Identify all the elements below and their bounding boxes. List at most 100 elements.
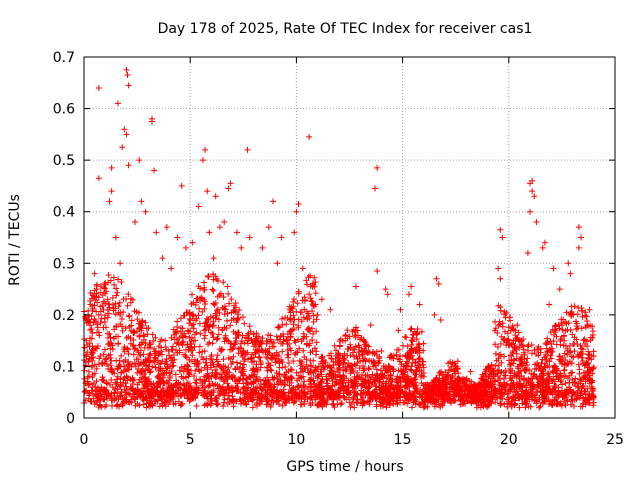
data-point (95, 175, 102, 182)
data-point (437, 317, 444, 324)
data-point (306, 133, 313, 140)
data-point (371, 185, 378, 192)
data-point (541, 239, 548, 246)
data-point (274, 260, 281, 267)
data-point (378, 347, 385, 354)
data-point (454, 358, 461, 365)
data-point (467, 368, 474, 375)
data-point (318, 296, 325, 303)
data-point (131, 219, 138, 226)
ticks-layer (83, 56, 616, 419)
data-point (395, 327, 402, 334)
data-point (405, 291, 412, 298)
y-tick-label: 0.1 (53, 359, 75, 375)
data-point (182, 244, 189, 251)
data-point (112, 234, 119, 241)
data-point (516, 404, 523, 411)
data-point (331, 342, 338, 349)
data-point (529, 188, 536, 195)
x-tick-label: 5 (186, 432, 195, 448)
data-point (206, 229, 213, 236)
data-point (123, 66, 130, 73)
data-point (108, 188, 115, 195)
data-point (163, 224, 170, 231)
data-point (374, 268, 381, 275)
data-point (433, 275, 440, 282)
y-tick-label: 0.7 (53, 50, 75, 66)
data-point (352, 283, 359, 290)
data-point (174, 234, 181, 241)
y-tick-label: 0.2 (53, 308, 75, 324)
data-point (550, 265, 557, 272)
data-point (125, 82, 132, 89)
data-point (586, 306, 593, 313)
data-point (435, 280, 442, 287)
data-point (575, 224, 582, 231)
data-point (567, 270, 574, 277)
data-point (121, 126, 128, 133)
data-point (225, 185, 232, 192)
data-point (148, 118, 155, 125)
data-point (497, 275, 504, 282)
y-axis-label: ROTI / TECUs (7, 194, 23, 286)
data-point (244, 146, 251, 153)
data-point (119, 144, 126, 151)
data-point (233, 229, 240, 236)
data-point (556, 286, 563, 293)
y-tick-label: 0.4 (53, 205, 75, 221)
data-point (136, 157, 143, 164)
data-point (293, 208, 300, 215)
x-axis-label: GPS time / hours (286, 459, 403, 475)
data-point (95, 84, 102, 91)
tick-labels: 0 5 10 15 20 25 0 0.1 0.2 0.3 0.4 0.5 0.6 0.7 (53, 50, 624, 448)
y-tick-label: 0.6 (53, 102, 75, 118)
x-tick-label: 0 (80, 432, 89, 448)
data-point (497, 226, 504, 233)
data-point (117, 260, 124, 267)
points-layer (81, 66, 597, 411)
data-point (204, 188, 211, 195)
data-point (106, 198, 113, 205)
data-point (575, 244, 582, 251)
data-point (495, 265, 502, 272)
plot-frame (83, 56, 616, 419)
data-point (367, 322, 374, 329)
data-point (259, 244, 266, 251)
data-point (408, 283, 415, 290)
data-point (212, 193, 219, 200)
data-point (306, 291, 313, 298)
data-point (123, 131, 130, 138)
data-point (138, 198, 145, 205)
data-point (189, 239, 196, 246)
data-point (327, 306, 334, 313)
data-point (514, 322, 521, 329)
data-point (524, 249, 531, 256)
data-point (314, 311, 321, 318)
data-point (178, 182, 185, 189)
data-point (431, 311, 438, 318)
data-point (202, 146, 209, 153)
data-point (291, 229, 298, 236)
y-tick-label: 0.3 (53, 256, 75, 272)
x-tick-label: 25 (606, 432, 624, 448)
data-point (125, 162, 132, 169)
data-point (278, 234, 285, 241)
data-point (499, 234, 506, 241)
data-point (168, 265, 175, 272)
data-point (382, 286, 389, 293)
chart-title: Day 178 of 2025, Rate Of TEC Index for r… (158, 21, 533, 37)
data-point (565, 260, 572, 267)
data-point (270, 198, 277, 205)
data-point (238, 244, 245, 251)
data-point (153, 229, 160, 236)
x-tick-label: 10 (287, 432, 305, 448)
data-point (216, 224, 223, 231)
data-point (246, 234, 253, 241)
data-point (397, 306, 404, 313)
data-point (295, 200, 302, 207)
data-point (539, 244, 546, 251)
dense-point-cloud (81, 271, 597, 411)
y-tick-label: 0 (66, 411, 75, 427)
